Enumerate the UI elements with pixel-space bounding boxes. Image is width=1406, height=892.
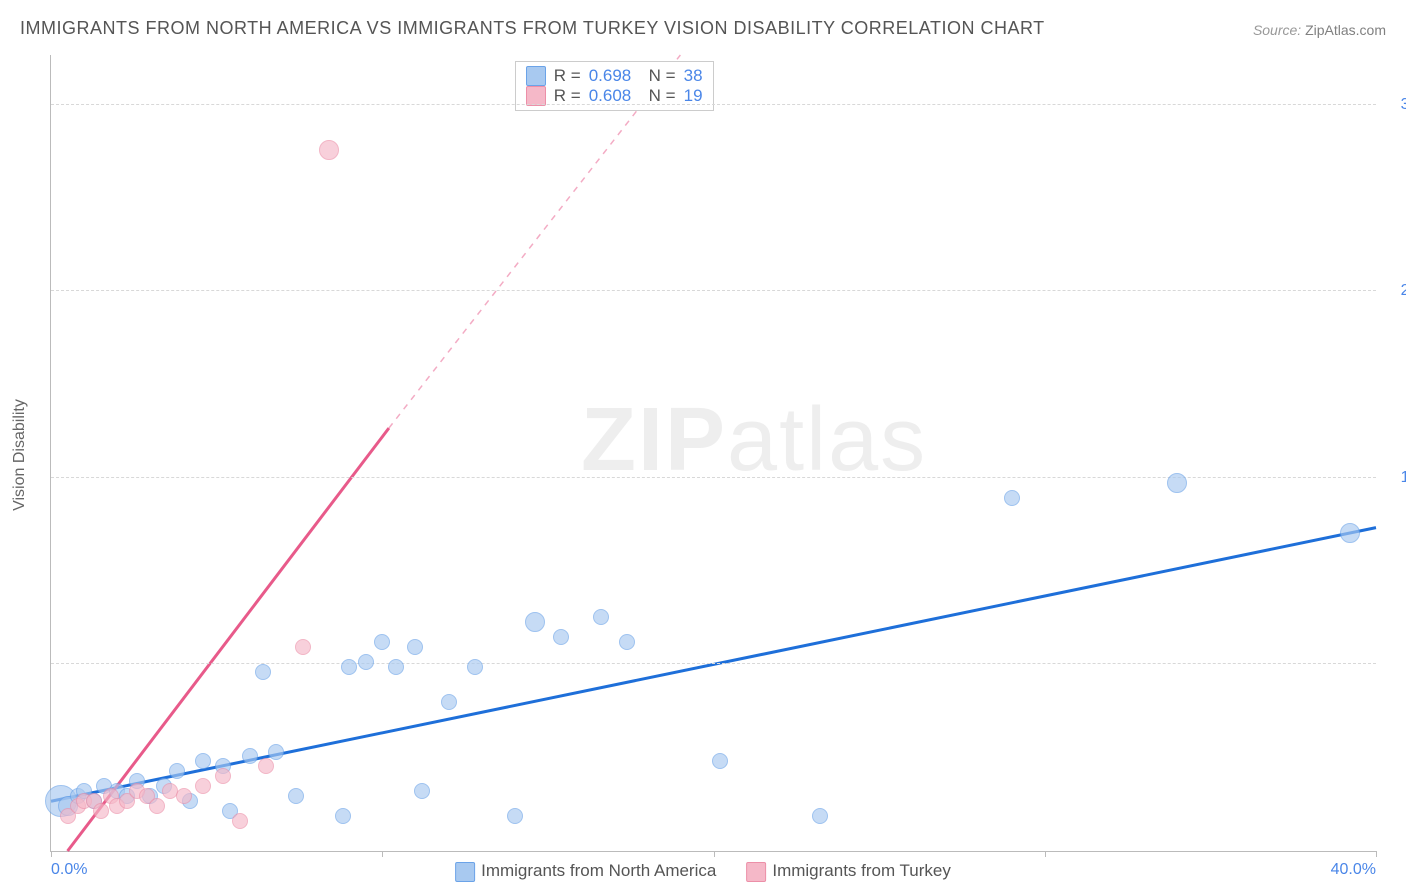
x-tick-label: 0.0% — [51, 861, 87, 879]
y-tick-label: 15.0% — [1386, 469, 1406, 487]
scatter-point-na — [407, 639, 423, 655]
gridline — [51, 663, 1376, 664]
x-tick-label: 40.0% — [1331, 861, 1376, 879]
stat-n-value-na: 38 — [684, 66, 703, 86]
scatter-point-na — [255, 664, 271, 680]
y-tick-label: 30.0% — [1386, 96, 1406, 114]
chart-title: IMMIGRANTS FROM NORTH AMERICA VS IMMIGRA… — [20, 18, 1045, 39]
scatter-point-na — [467, 659, 483, 675]
scatter-point-na — [712, 753, 728, 769]
x-tick — [1045, 851, 1046, 857]
scatter-point-na — [335, 808, 351, 824]
gridline — [51, 290, 1376, 291]
scatter-point-na — [1167, 473, 1187, 493]
scatter-point-na — [358, 654, 374, 670]
scatter-point-na — [1340, 523, 1360, 543]
scatter-point-na — [812, 808, 828, 824]
scatter-point-tk — [176, 788, 192, 804]
scatter-point-na — [619, 634, 635, 650]
bottom-legend: Immigrants from North America Immigrants … — [455, 861, 951, 882]
scatter-point-na — [374, 634, 390, 650]
scatter-point-na — [268, 744, 284, 760]
x-tick — [382, 851, 383, 857]
legend-swatch-tk — [746, 862, 766, 882]
scatter-point-tk — [195, 778, 211, 794]
scatter-point-na — [414, 783, 430, 799]
scatter-point-na — [242, 748, 258, 764]
scatter-point-tk — [215, 768, 231, 784]
legend-item-tk: Immigrants from Turkey — [746, 861, 951, 882]
x-tick — [51, 851, 52, 857]
scatter-point-tk — [295, 639, 311, 655]
scatter-point-na — [388, 659, 404, 675]
scatter-point-na — [507, 808, 523, 824]
y-tick-label: 22.5% — [1386, 282, 1406, 300]
scatter-point-na — [525, 612, 545, 632]
trend-lines-layer — [51, 55, 1376, 851]
stat-r-label: R = — [554, 66, 581, 86]
scatter-point-tk — [258, 758, 274, 774]
source-label: Source: — [1253, 22, 1301, 38]
chart-plot-area: ZIPatlas R =0.698 N =38R =0.608 N =19 7.… — [50, 55, 1376, 852]
scatter-point-tk — [93, 803, 109, 819]
legend-swatch-na — [455, 862, 475, 882]
legend-label-na: Immigrants from North America — [481, 861, 716, 880]
scatter-point-na — [341, 659, 357, 675]
legend-item-na: Immigrants from North America — [455, 861, 716, 882]
scatter-point-tk — [149, 798, 165, 814]
scatter-point-na — [593, 609, 609, 625]
stat-r-value-na: 0.698 — [589, 66, 632, 86]
scatter-point-na — [553, 629, 569, 645]
stat-n-label: N = — [639, 66, 675, 86]
legend-label-tk: Immigrants from Turkey — [772, 861, 951, 880]
x-tick — [714, 851, 715, 857]
scatter-point-na — [288, 788, 304, 804]
legend-swatch-na — [526, 66, 546, 86]
source-attribution: Source: ZipAtlas.com — [1253, 22, 1386, 38]
gridline — [51, 104, 1376, 105]
scatter-point-na — [169, 763, 185, 779]
scatter-point-tk — [319, 140, 339, 160]
y-tick-label: 7.5% — [1386, 655, 1406, 673]
y-axis-label: Vision Disability — [11, 399, 29, 511]
scatter-point-na — [441, 694, 457, 710]
source-value: ZipAtlas.com — [1305, 22, 1386, 38]
stat-row-na: R = 0.698 N = 38 — [526, 66, 703, 86]
scatter-point-na — [1004, 490, 1020, 506]
x-tick — [1376, 851, 1377, 857]
scatter-point-na — [195, 753, 211, 769]
scatter-point-tk — [232, 813, 248, 829]
